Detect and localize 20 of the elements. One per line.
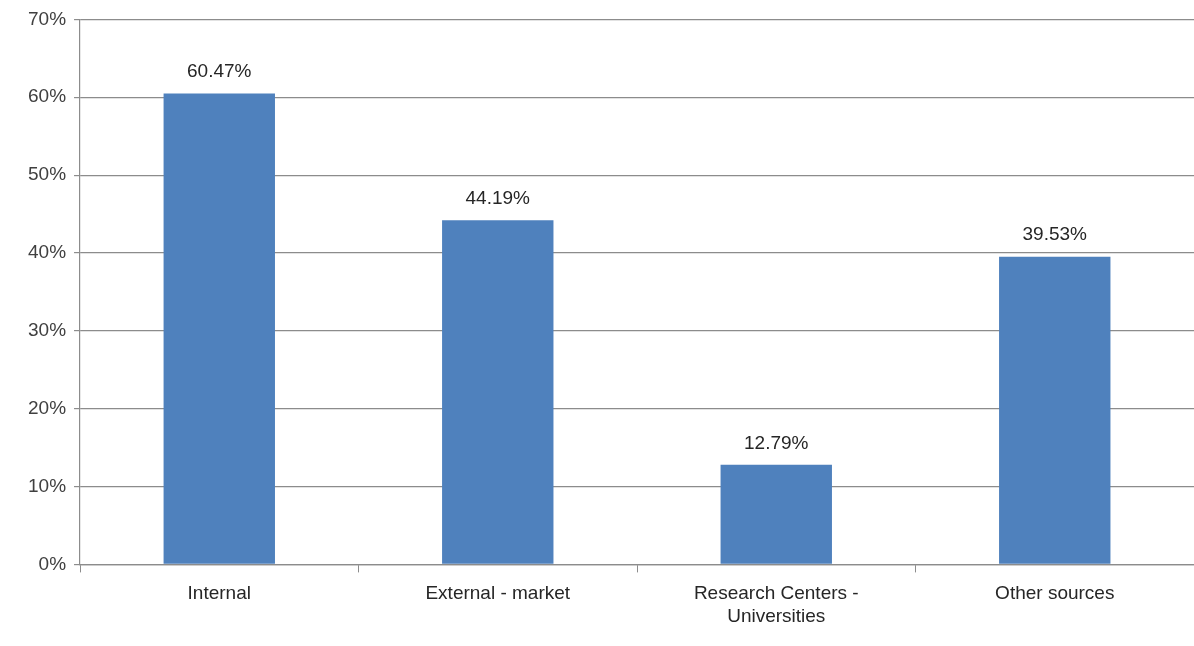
y-tick-label: 20%: [28, 396, 67, 418]
data-label: 12.79%: [744, 431, 809, 453]
bar: [442, 220, 554, 564]
bar: [720, 464, 832, 564]
data-label: 44.19%: [465, 187, 531, 209]
y-tick-label: 70%: [28, 7, 67, 29]
y-tick-label: 40%: [28, 241, 67, 263]
y-tick-label: 60%: [28, 85, 67, 107]
bar: [163, 93, 275, 564]
x-tick-label: External - market: [425, 582, 571, 604]
data-label: 60.47%: [187, 60, 252, 82]
bar: [999, 256, 1111, 564]
y-tick-label: 30%: [28, 319, 67, 341]
y-tick-label: 50%: [28, 163, 67, 185]
x-tick-label: Other sources: [995, 582, 1115, 604]
y-tick-label: 10%: [28, 474, 67, 496]
x-tick-label: Internal: [187, 582, 251, 604]
data-label: 39.53%: [1022, 223, 1088, 245]
x-tick-label: Research Centers - Universities: [693, 582, 859, 626]
y-tick-label: 0%: [38, 552, 67, 574]
